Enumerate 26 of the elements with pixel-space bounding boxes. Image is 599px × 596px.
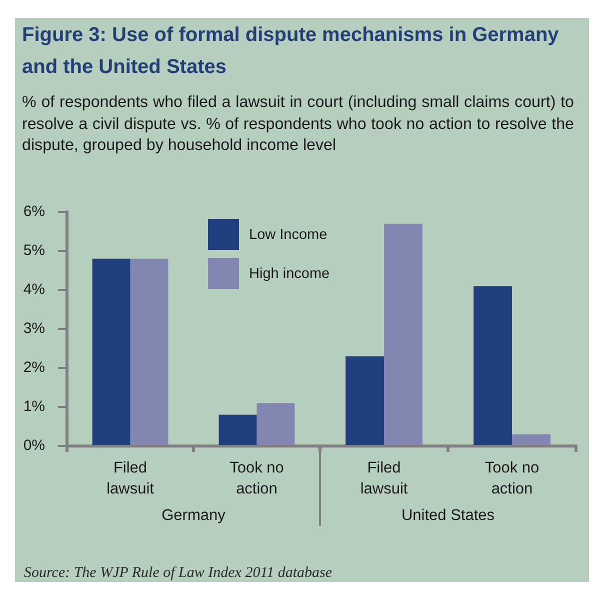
bar: [384, 224, 422, 445]
chart-title: Figure 3: Use of formal dispute mechanisms in Germany and the United States: [22, 23, 560, 80]
x-tick-label: Filed lawsuit: [360, 460, 408, 498]
legend-label: Low Income: [249, 226, 328, 242]
y-tick-label: 5%: [23, 242, 45, 260]
bar: [256, 403, 295, 445]
x-axis-title: United States: [401, 506, 495, 524]
bar: [346, 356, 384, 445]
bar: [218, 414, 257, 445]
bar: [130, 258, 168, 445]
x-tick-label: Filed lawsuit: [106, 460, 155, 498]
bar: [474, 286, 512, 445]
x-tick-label: Took no action: [230, 460, 284, 498]
y-tick-label: 6%: [23, 203, 45, 220]
chart-subtitle: % of respondents who filed a lawsuit in court (including small claims court) to resolve a civil dispute vs. % of respondents who took no action to resolve the dispute, grouped by household income level: [22, 92, 574, 156]
source-note: Source: The WJP Rule of Law Index 2011 database: [24, 565, 332, 582]
y-tick-label: 4%: [23, 281, 45, 298]
legend-label: High income: [249, 266, 330, 282]
x-tick-label: Took no action: [484, 460, 540, 498]
y-tick-label: 2%: [23, 359, 45, 376]
y-tick-label: 0%: [23, 437, 45, 454]
y-tick-label: 1%: [23, 398, 45, 416]
bar: [512, 434, 550, 445]
bar: [92, 258, 130, 445]
x-axis-title: Germany: [162, 506, 226, 524]
y-tick-label: 3%: [23, 320, 45, 338]
